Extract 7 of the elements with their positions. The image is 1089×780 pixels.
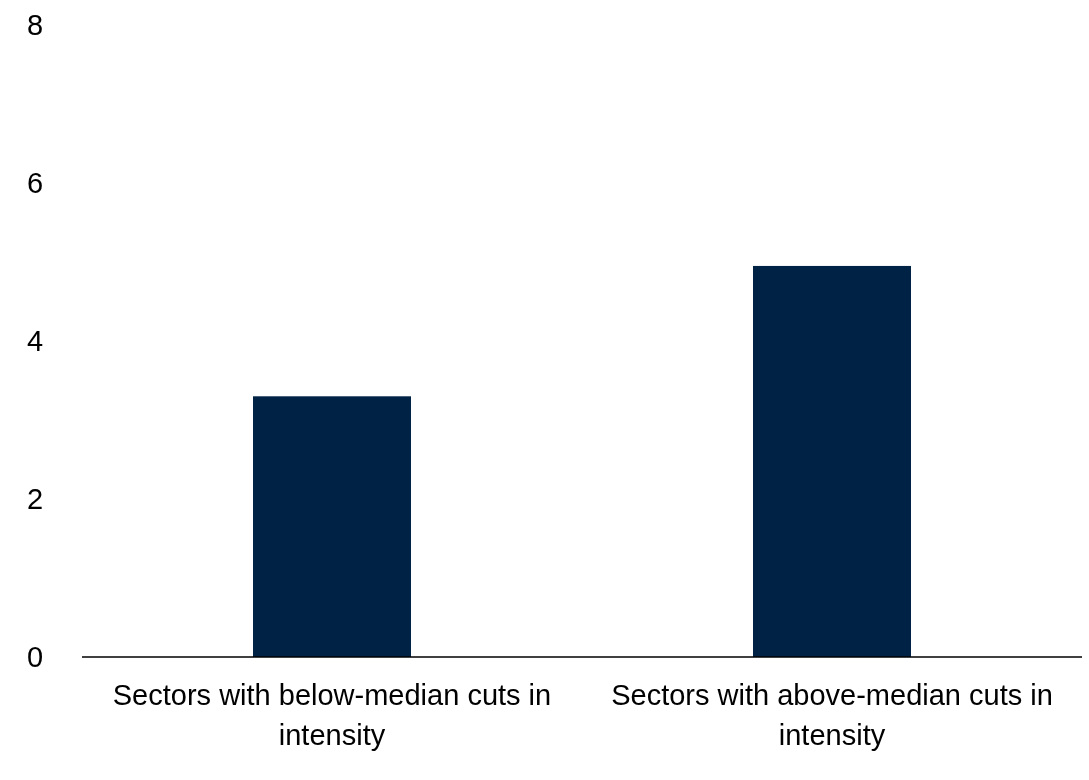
y-tick-label: 6	[26, 167, 44, 199]
x-tick-label: Sectors with above-median cuts in intensity	[611, 679, 1053, 751]
y-tick-label: 8	[26, 9, 44, 41]
y-tick-label: 2	[26, 483, 44, 515]
y-tick-label: 4	[26, 325, 44, 357]
y-tick-label: 0	[26, 641, 44, 673]
x-tick-label: Sectors with below-median cuts in intensity	[112, 679, 552, 751]
